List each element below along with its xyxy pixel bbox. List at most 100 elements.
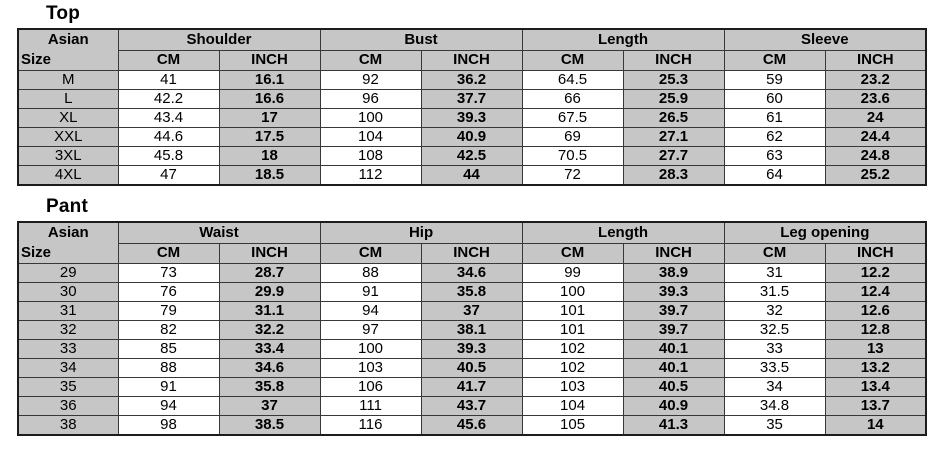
group-header-row: Asian Size Shoulder Bust Length Sleeve bbox=[17, 28, 927, 71]
cm-value-cell: 34.8 bbox=[723, 396, 826, 416]
cm-value-cell: 44.6 bbox=[117, 127, 220, 147]
group-header-row: Asian Size Waist Hip Length Leg opening bbox=[17, 221, 927, 264]
inch-value-cell: 14 bbox=[824, 415, 927, 436]
cm-value-cell: 69 bbox=[521, 127, 624, 147]
cm-value-cell: 85 bbox=[117, 339, 220, 359]
inch-value-cell: 37 bbox=[420, 301, 523, 321]
inch-value-cell: 32.2 bbox=[218, 320, 321, 340]
cm-value-cell: 32.5 bbox=[723, 320, 826, 340]
cm-value-cell: 105 bbox=[521, 415, 624, 436]
inch-value-cell: 31.1 bbox=[218, 301, 321, 321]
inch-value-cell: 27.7 bbox=[622, 146, 725, 166]
group-header-waist: Waist bbox=[117, 221, 321, 244]
table-row: 35 91 35.8 106 41.7 103 40.5 34 13.4 bbox=[17, 377, 927, 397]
cm-value-cell: 94 bbox=[117, 396, 220, 416]
cm-value-cell: 59 bbox=[723, 70, 826, 90]
inch-value-cell: 24 bbox=[824, 108, 927, 128]
cm-header: CM bbox=[521, 49, 624, 72]
inch-value-cell: 12.4 bbox=[824, 282, 927, 302]
inch-header: INCH bbox=[420, 49, 523, 72]
cm-value-cell: 47 bbox=[117, 165, 220, 186]
table-row: 29 73 28.7 88 34.6 99 38.9 31 12.2 bbox=[17, 263, 927, 283]
cm-value-cell: 100 bbox=[521, 282, 624, 302]
cm-value-cell: 32 bbox=[723, 301, 826, 321]
cm-value-cell: 102 bbox=[521, 339, 624, 359]
table-row: 4XL 47 18.5 112 44 72 28.3 64 25.2 bbox=[17, 165, 927, 186]
cm-value-cell: 33.5 bbox=[723, 358, 826, 378]
cm-value-cell: 103 bbox=[521, 377, 624, 397]
inch-header: INCH bbox=[824, 49, 927, 72]
cm-value-cell: 88 bbox=[319, 263, 422, 283]
cm-value-cell: 94 bbox=[319, 301, 422, 321]
table-row: 33 85 33.4 100 39.3 102 40.1 33 13 bbox=[17, 339, 927, 359]
inch-value-cell: 27.1 bbox=[622, 127, 725, 147]
inch-value-cell: 17 bbox=[218, 108, 321, 128]
cm-header: CM bbox=[117, 242, 220, 265]
asian-size-header-cell: Asian Size bbox=[17, 28, 119, 71]
inch-value-cell: 42.5 bbox=[420, 146, 523, 166]
size-cell: M bbox=[17, 70, 119, 90]
cm-value-cell: 97 bbox=[319, 320, 422, 340]
size-cell: L bbox=[17, 89, 119, 109]
cm-value-cell: 108 bbox=[319, 146, 422, 166]
inch-value-cell: 13.2 bbox=[824, 358, 927, 378]
unit-header-row: CM INCH CM INCH CM INCH CM INCH bbox=[18, 49, 927, 72]
cm-value-cell: 70.5 bbox=[521, 146, 624, 166]
inch-value-cell: 38.9 bbox=[622, 263, 725, 283]
inch-value-cell: 35.8 bbox=[218, 377, 321, 397]
size-cell: 32 bbox=[17, 320, 119, 340]
cm-value-cell: 100 bbox=[319, 108, 422, 128]
inch-value-cell: 40.1 bbox=[622, 358, 725, 378]
top-size-chart-section: Top Asian Size Shoulder Bust Length Slee… bbox=[17, 3, 934, 186]
cm-value-cell: 99 bbox=[521, 263, 624, 283]
inch-value-cell: 16.6 bbox=[218, 89, 321, 109]
inch-value-cell: 44 bbox=[420, 165, 523, 186]
inch-value-cell: 35.8 bbox=[420, 282, 523, 302]
table-row: L 42.2 16.6 96 37.7 66 25.9 60 23.6 bbox=[17, 89, 927, 109]
inch-header: INCH bbox=[622, 49, 725, 72]
pant-size-table: Asian Size Waist Hip Length Leg opening … bbox=[17, 221, 928, 436]
inch-header: INCH bbox=[420, 242, 523, 265]
cm-value-cell: 91 bbox=[117, 377, 220, 397]
inch-header: INCH bbox=[622, 242, 725, 265]
group-header-length: Length bbox=[521, 221, 725, 244]
cm-value-cell: 64 bbox=[723, 165, 826, 186]
size-label: Size bbox=[21, 244, 52, 261]
cm-value-cell: 66 bbox=[521, 89, 624, 109]
cm-value-cell: 62 bbox=[723, 127, 826, 147]
inch-header: INCH bbox=[824, 242, 927, 265]
inch-value-cell: 38.1 bbox=[420, 320, 523, 340]
cm-value-cell: 92 bbox=[319, 70, 422, 90]
inch-value-cell: 18 bbox=[218, 146, 321, 166]
cm-value-cell: 100 bbox=[319, 339, 422, 359]
pant-table-title: Pant bbox=[46, 196, 88, 217]
inch-header: INCH bbox=[218, 242, 321, 265]
cm-value-cell: 76 bbox=[117, 282, 220, 302]
inch-value-cell: 26.5 bbox=[622, 108, 725, 128]
inch-value-cell: 33.4 bbox=[218, 339, 321, 359]
inch-value-cell: 28.3 bbox=[622, 165, 725, 186]
cm-value-cell: 88 bbox=[117, 358, 220, 378]
inch-value-cell: 12.6 bbox=[824, 301, 927, 321]
size-cell: 36 bbox=[17, 396, 119, 416]
cm-value-cell: 106 bbox=[319, 377, 422, 397]
group-header-bust: Bust bbox=[319, 28, 523, 51]
cm-value-cell: 82 bbox=[117, 320, 220, 340]
pant-size-chart-section: Pant Asian Size Waist Hip Length Leg ope… bbox=[17, 196, 934, 436]
size-cell: 4XL bbox=[17, 165, 119, 186]
top-table-header: Asian Size Shoulder Bust Length Sleeve C… bbox=[17, 28, 927, 72]
inch-value-cell: 25.9 bbox=[622, 89, 725, 109]
cm-value-cell: 111 bbox=[319, 396, 422, 416]
inch-value-cell: 12.8 bbox=[824, 320, 927, 340]
size-chart-page: Top Asian Size Shoulder Bust Length Slee… bbox=[17, 3, 934, 436]
cm-value-cell: 104 bbox=[319, 127, 422, 147]
size-cell: 33 bbox=[17, 339, 119, 359]
table-row: XL 43.4 17 100 39.3 67.5 26.5 61 24 bbox=[17, 108, 927, 128]
inch-value-cell: 40.9 bbox=[622, 396, 725, 416]
inch-value-cell: 25.2 bbox=[824, 165, 927, 186]
size-cell: XL bbox=[17, 108, 119, 128]
top-size-table: Asian Size Shoulder Bust Length Sleeve C… bbox=[17, 28, 928, 186]
table-row: 36 94 37 111 43.7 104 40.9 34.8 13.7 bbox=[17, 396, 927, 416]
table-row: 31 79 31.1 94 37 101 39.7 32 12.6 bbox=[17, 301, 927, 321]
table-row: 32 82 32.2 97 38.1 101 39.7 32.5 12.8 bbox=[17, 320, 927, 340]
